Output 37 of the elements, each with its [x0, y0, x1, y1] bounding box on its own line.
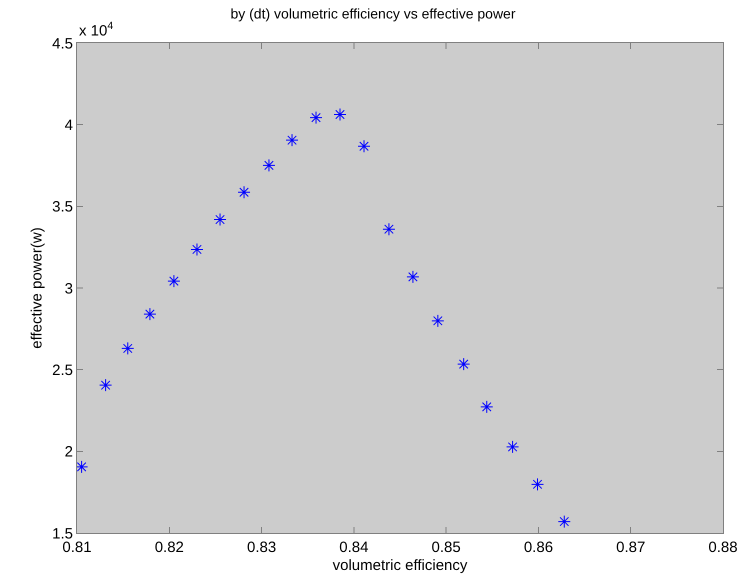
- point: [190, 242, 204, 256]
- point: [238, 186, 251, 199]
- point: [531, 478, 544, 491]
- x-tick-label: 0.87: [616, 539, 646, 556]
- point: [143, 308, 156, 321]
- point: [382, 222, 396, 236]
- y-tick-label: 4: [64, 116, 73, 134]
- point: [431, 314, 444, 328]
- point: [214, 213, 227, 226]
- y-tick-label: 3: [64, 280, 73, 298]
- point: [358, 140, 371, 153]
- y-tick-label: 4.5: [52, 35, 73, 52]
- x-tick-label: 0.86: [524, 539, 554, 556]
- y-tick-label: 2.5: [52, 362, 73, 379]
- y-tick-label: 3.5: [52, 198, 73, 216]
- x-tick-label: 0.85: [432, 539, 461, 556]
- point: [506, 440, 520, 454]
- y-axis-title: effective power(w): [28, 227, 46, 349]
- point: [310, 111, 323, 124]
- x-axis-title: volumetric efficiency: [332, 557, 468, 574]
- x-tick-label: 0.83: [246, 539, 276, 556]
- point: [99, 378, 112, 392]
- point: [558, 515, 571, 528]
- x-tick-label: 0.88: [708, 539, 738, 556]
- point: [334, 108, 347, 122]
- y-tick-label: 2: [64, 444, 73, 461]
- chart-title: by (dt) volumetric efficiency vs effective power: [230, 6, 516, 22]
- point: [406, 270, 420, 284]
- point: [286, 134, 299, 147]
- x-tick-label: 0.82: [154, 539, 184, 556]
- point: [262, 158, 276, 172]
- point: [121, 342, 134, 355]
- point: [167, 274, 180, 288]
- point: [480, 400, 494, 414]
- x-tick-label: 0.84: [339, 539, 368, 556]
- point: [457, 358, 470, 371]
- text: x 10$^{4}$: [79, 20, 114, 40]
